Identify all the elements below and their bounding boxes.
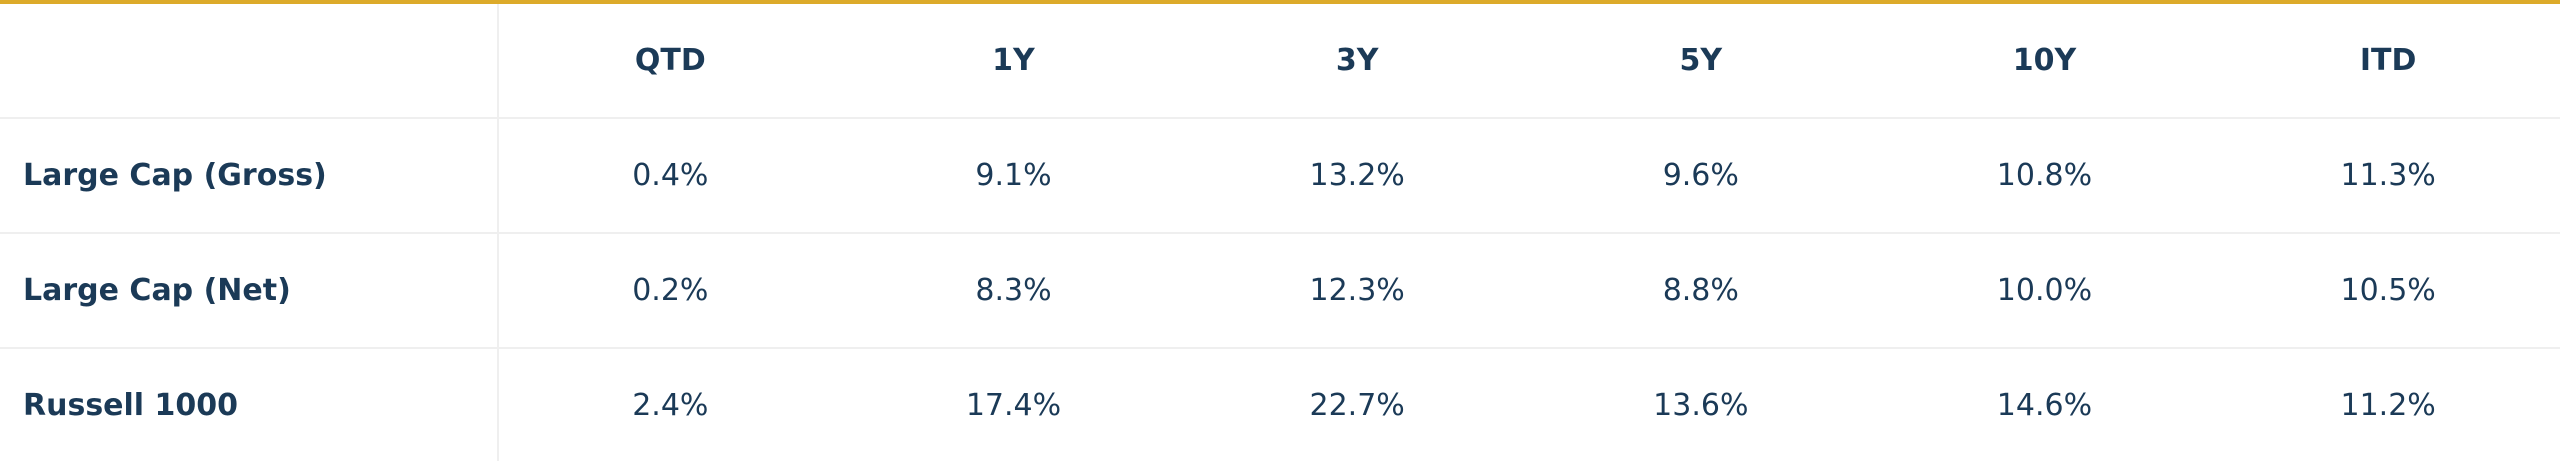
column-header: 10Y (1872, 2, 2217, 119)
cell-value: 0.2% (498, 233, 842, 349)
row-label: Large Cap (Gross) (0, 118, 499, 234)
cell-value: 10.0% (1872, 233, 2217, 349)
row-label: Russell 1000 (0, 348, 499, 461)
header-row: QTD 1Y 3Y 5Y 10Y ITD (0, 2, 2560, 119)
cell-value: 8.8% (1528, 233, 1873, 349)
table-row: Large Cap (Net) 0.2% 8.3% 12.3% 8.8% 10.0% 10.… (0, 233, 2560, 349)
cell-value: 11.3% (2216, 118, 2560, 234)
cell-value: 13.6% (1528, 348, 1873, 461)
column-header: 3Y (1185, 2, 1529, 119)
column-header: 1Y (841, 2, 1186, 119)
cell-value: 10.5% (2216, 233, 2560, 349)
table-row: Large Cap (Gross) 0.4% 9.1% 13.2% 9.6% 10.8% 1… (0, 118, 2560, 234)
cell-value: 17.4% (841, 348, 1186, 461)
cell-value: 0.4% (498, 118, 842, 234)
cell-value: 9.6% (1528, 118, 1873, 234)
cell-value: 9.1% (841, 118, 1186, 234)
column-header: 5Y (1528, 2, 1873, 119)
corner-cell (0, 2, 499, 119)
row-label: Large Cap (Net) (0, 233, 499, 349)
cell-value: 13.2% (1185, 118, 1529, 234)
cell-value: 11.2% (2216, 348, 2560, 461)
column-header: QTD (498, 2, 842, 119)
cell-value: 8.3% (841, 233, 1186, 349)
column-header: ITD (2216, 2, 2560, 119)
table-body: Large Cap (Gross) 0.4% 9.1% 13.2% 9.6% 10.8% 1… (0, 118, 2560, 461)
cell-value: 14.6% (1872, 348, 2217, 461)
cell-value: 12.3% (1185, 233, 1529, 349)
table-row: Russell 1000 2.4% 17.4% 22.7% 13.6% 14.6% 11.2… (0, 348, 2560, 461)
cell-value: 10.8% (1872, 118, 2217, 234)
cell-value: 22.7% (1185, 348, 1529, 461)
cell-value: 2.4% (498, 348, 842, 461)
